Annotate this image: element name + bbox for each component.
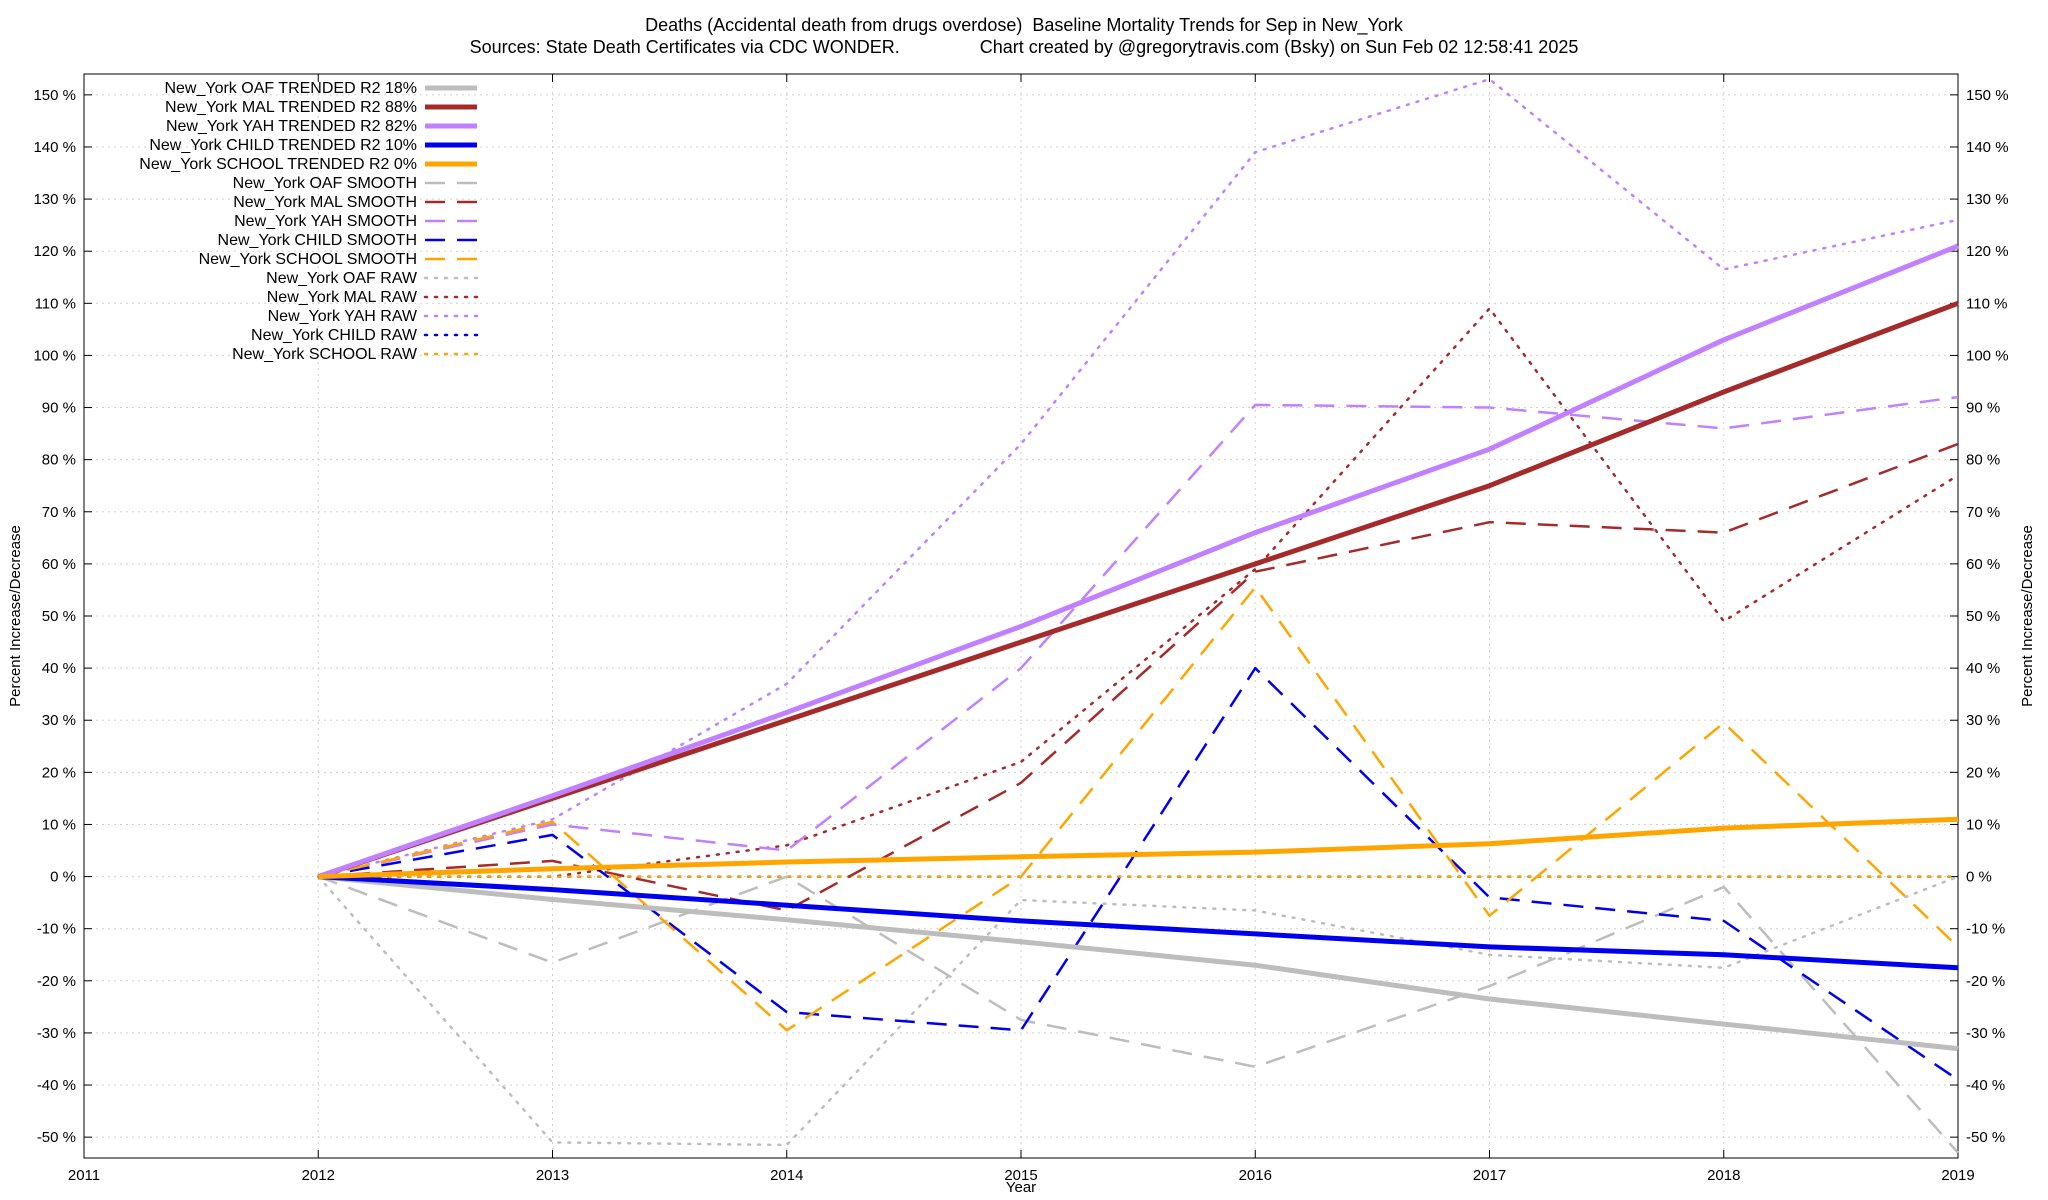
- legend-label: New_York MAL SMOOTH: [233, 194, 417, 211]
- y-tick-label-right: 130 %: [1966, 191, 2009, 208]
- y-tick-label-right: 150 %: [1966, 87, 2009, 104]
- y-tick-label-right: 30 %: [1966, 712, 2000, 729]
- y-tick-label-right: -40 %: [1966, 1077, 2005, 1094]
- series-lines: [317, 77, 1960, 1154]
- y-tick-label-left: 10 %: [42, 816, 76, 833]
- legend-label: New_York OAF RAW: [266, 270, 418, 287]
- chart-title: Deaths (Accidental death from drugs over…: [645, 15, 1403, 35]
- x-tick-label: 2014: [770, 1167, 803, 1184]
- legend-label: New_York SCHOOL TRENDED R2 0%: [139, 156, 417, 173]
- y-tick-label-left: 120 %: [33, 243, 76, 260]
- y-tick-label-right: -50 %: [1966, 1129, 2005, 1146]
- legend-label: New_York SCHOOL SMOOTH: [199, 251, 417, 268]
- y-tick-label-left: 20 %: [42, 764, 76, 781]
- x-tick-label: 2015: [1004, 1167, 1037, 1184]
- y-tick-label-right: 60 %: [1966, 556, 2000, 573]
- legend-label: New_York OAF TRENDED R2 18%: [164, 80, 417, 97]
- y-tick-label-left: 130 %: [33, 191, 76, 208]
- y-tick-label-right: 80 %: [1966, 452, 2000, 469]
- legend-label: New_York YAH TRENDED R2 82%: [166, 118, 417, 135]
- x-tick-label: 2011: [68, 1167, 100, 1184]
- axes-ticks: -50 % -50 % -40 % -40 % -30 % -30 % -20 % -20 %…: [33, 74, 2009, 1184]
- y-tick-label-right: 140 %: [1966, 139, 2009, 156]
- series-line-2: [317, 243, 1959, 879]
- y-tick-label-left: 60 %: [42, 556, 76, 573]
- series-line-1: [317, 300, 1959, 879]
- x-tick-label: 2017: [1473, 1167, 1506, 1184]
- legend-label: New_York MAL RAW: [267, 289, 418, 306]
- y-tick-label-left: 100 %: [33, 347, 76, 364]
- series-line-11: [317, 307, 1960, 878]
- y-tick-label-right: 90 %: [1966, 400, 2000, 417]
- x-tick-label: 2016: [1239, 1167, 1272, 1184]
- chart-header: Deaths (Accidental death from drugs over…: [0, 14, 2048, 58]
- series-line-5: [317, 875, 1959, 1154]
- x-axis-label: Year: [1006, 1179, 1036, 1196]
- y-axis-label-right: Percent Increase/Decrease: [2019, 525, 2036, 707]
- y-tick-label-right: 50 %: [1966, 608, 2000, 625]
- y-tick-label-left: -10 %: [37, 921, 76, 938]
- y-tick-label-left: 90 %: [42, 400, 76, 417]
- y-tick-label-left: 40 %: [42, 660, 76, 677]
- series-line-6: [318, 442, 1959, 912]
- y-tick-label-right: 100 %: [1966, 347, 2009, 364]
- x-tick-label: 2019: [1941, 1167, 1974, 1184]
- legend-label: New_York CHILD SMOOTH: [218, 232, 417, 249]
- series-line-7: [318, 395, 1959, 878]
- legend-label: New_York YAH RAW: [268, 308, 418, 325]
- series-line-0: [318, 874, 1959, 1052]
- y-tick-label-right: 70 %: [1966, 504, 2000, 521]
- y-tick-label-right: 0 %: [1966, 869, 1992, 886]
- y-tick-label-right: -30 %: [1966, 1025, 2005, 1042]
- x-tick-label: 2013: [536, 1167, 569, 1184]
- y-tick-label-right: -10 %: [1966, 921, 2005, 938]
- y-axis-label-left: Percent Increase/Decrease: [7, 525, 24, 707]
- x-tick-label: 2018: [1707, 1167, 1740, 1184]
- legend-label: New_York OAF SMOOTH: [233, 175, 417, 192]
- y-tick-label-right: 120 %: [1966, 243, 2009, 260]
- y-tick-label-left: 50 %: [42, 608, 76, 625]
- y-tick-label-left: 150 %: [33, 87, 76, 104]
- y-tick-label-left: 140 %: [33, 139, 76, 156]
- y-tick-label-left: 0 %: [50, 869, 76, 886]
- y-tick-label-right: -20 %: [1966, 973, 2005, 990]
- legend-label: New_York CHILD TRENDED R2 10%: [149, 137, 417, 154]
- y-tick-label-left: 80 %: [42, 452, 76, 469]
- y-tick-label-left: -20 %: [37, 973, 76, 990]
- series-line-9: [318, 586, 1959, 1032]
- y-tick-label-left: 30 %: [42, 712, 76, 729]
- y-tick-label-right: 20 %: [1966, 764, 2000, 781]
- chart-subtitle: Sources: State Death Certificates via CD…: [469, 37, 1579, 57]
- y-tick-label-left: -30 %: [37, 1025, 76, 1042]
- y-tick-label-left: -50 %: [37, 1129, 76, 1146]
- y-tick-label-left: 70 %: [42, 504, 76, 521]
- legend-label: New_York CHILD RAW: [251, 327, 418, 344]
- y-tick-label-right: 110 %: [1966, 295, 2007, 312]
- y-tick-label-right: 10 %: [1966, 816, 2000, 833]
- series-line-10: [317, 875, 1960, 1147]
- legend-label: New_York YAH SMOOTH: [234, 213, 417, 230]
- x-tick-label: 2012: [302, 1167, 335, 1184]
- series-line-4: [318, 816, 1959, 880]
- y-tick-label-left: -40 %: [37, 1077, 76, 1094]
- legend-label: New_York MAL TRENDED R2 88%: [165, 99, 417, 116]
- series-line-3: [318, 874, 1959, 971]
- legend-label: New_York SCHOOL RAW: [232, 346, 418, 363]
- y-tick-label-right: 40 %: [1966, 660, 2000, 677]
- legend: New_York OAF TRENDED R2 18% New_York MAL …: [139, 80, 479, 363]
- series-line-8: [318, 666, 1959, 1081]
- y-tick-label-left: 110 %: [35, 295, 76, 312]
